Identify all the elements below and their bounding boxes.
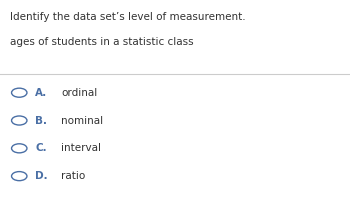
Text: ages of students in a statistic class: ages of students in a statistic class [10,37,194,47]
Text: B.: B. [35,116,47,125]
Text: C.: C. [35,143,47,153]
Text: A.: A. [35,88,47,98]
Text: ordinal: ordinal [61,88,98,98]
Text: D.: D. [35,171,48,181]
Text: ratio: ratio [61,171,85,181]
Text: interval: interval [61,143,101,153]
Text: nominal: nominal [61,116,103,125]
Text: Identify the data set’s level of measurement.: Identify the data set’s level of measure… [10,12,246,22]
